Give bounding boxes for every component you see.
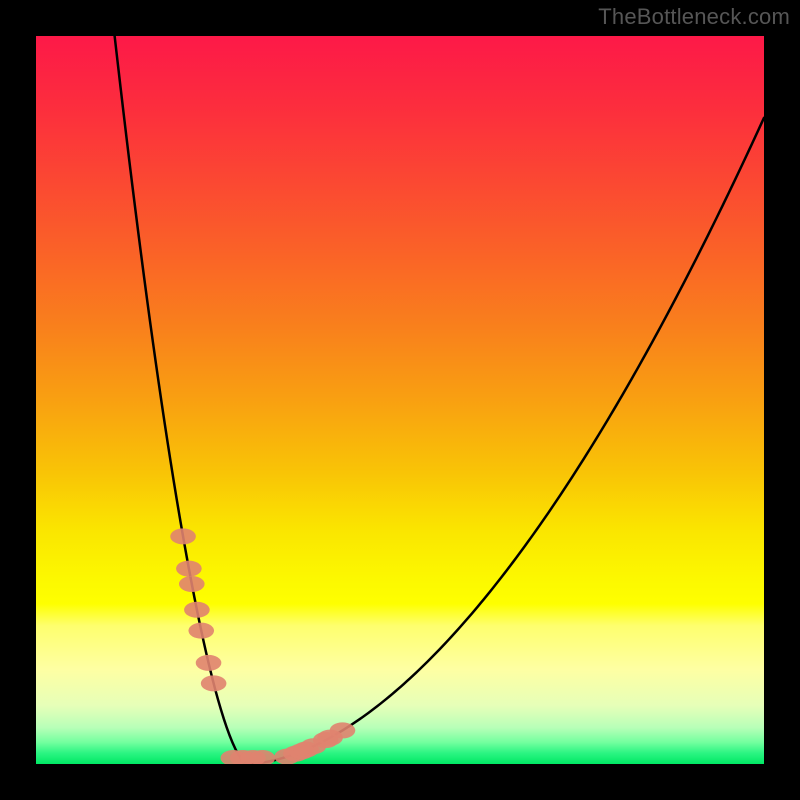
chart-canvas: TheBottleneck.com (0, 0, 800, 800)
curve-marker (176, 561, 202, 577)
bottleneck-plot (0, 0, 800, 800)
gradient-background (36, 36, 764, 764)
curve-marker (179, 576, 205, 592)
curve-marker (330, 722, 356, 738)
curve-marker (250, 750, 276, 766)
curve-marker (196, 655, 222, 671)
curve-marker (170, 528, 196, 544)
watermark-text: TheBottleneck.com (598, 4, 790, 30)
curve-marker (201, 675, 227, 691)
curve-marker (184, 602, 210, 618)
curve-marker (188, 623, 214, 639)
